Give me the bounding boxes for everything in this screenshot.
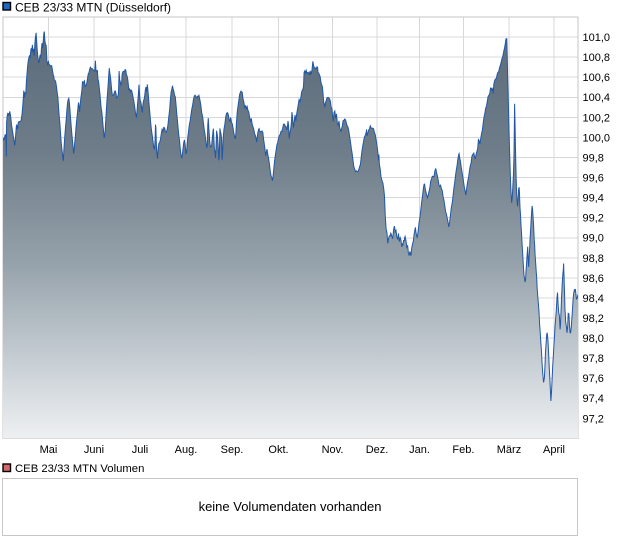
svg-text:98,0: 98,0 [583,333,604,345]
svg-text:keine Volumendaten vorhanden: keine Volumendaten vorhanden [199,499,382,514]
svg-text:99,0: 99,0 [583,233,604,245]
svg-text:98,6: 98,6 [583,273,604,285]
svg-text:99,8: 99,8 [583,152,604,164]
svg-text:100,8: 100,8 [583,52,611,64]
svg-text:Jan.: Jan. [409,444,430,456]
svg-text:März: März [497,444,521,456]
svg-text:100,0: 100,0 [583,132,611,144]
svg-text:98,4: 98,4 [583,293,604,305]
svg-text:97,8: 97,8 [583,353,604,365]
svg-text:97,4: 97,4 [583,393,604,405]
svg-text:April: April [543,444,565,456]
svg-text:Mai: Mai [40,444,58,456]
svg-text:99,6: 99,6 [583,173,604,185]
svg-text:CEB 23/33 MTN (Düsseldorf): CEB 23/33 MTN (Düsseldorf) [15,1,171,15]
svg-text:Juni: Juni [84,444,104,456]
svg-text:CEB 23/33 MTN Volumen: CEB 23/33 MTN Volumen [15,463,144,475]
svg-text:100,6: 100,6 [583,72,611,84]
svg-text:98,8: 98,8 [583,253,604,265]
svg-text:Nov.: Nov. [322,444,344,456]
svg-text:Okt.: Okt. [268,444,288,456]
svg-text:Aug.: Aug. [175,444,198,456]
svg-text:100,4: 100,4 [583,92,611,104]
svg-text:Juli: Juli [132,444,149,456]
svg-text:100,2: 100,2 [583,112,611,124]
svg-text:101,0: 101,0 [583,32,611,44]
svg-text:Sep.: Sep. [221,444,244,456]
svg-text:98,2: 98,2 [583,313,604,325]
svg-text:99,4: 99,4 [583,193,604,205]
svg-text:97,6: 97,6 [583,373,604,385]
svg-text:Feb.: Feb. [452,444,474,456]
svg-text:99,2: 99,2 [583,213,604,225]
svg-text:97,2: 97,2 [583,413,604,425]
svg-text:Dez.: Dez. [366,444,389,456]
